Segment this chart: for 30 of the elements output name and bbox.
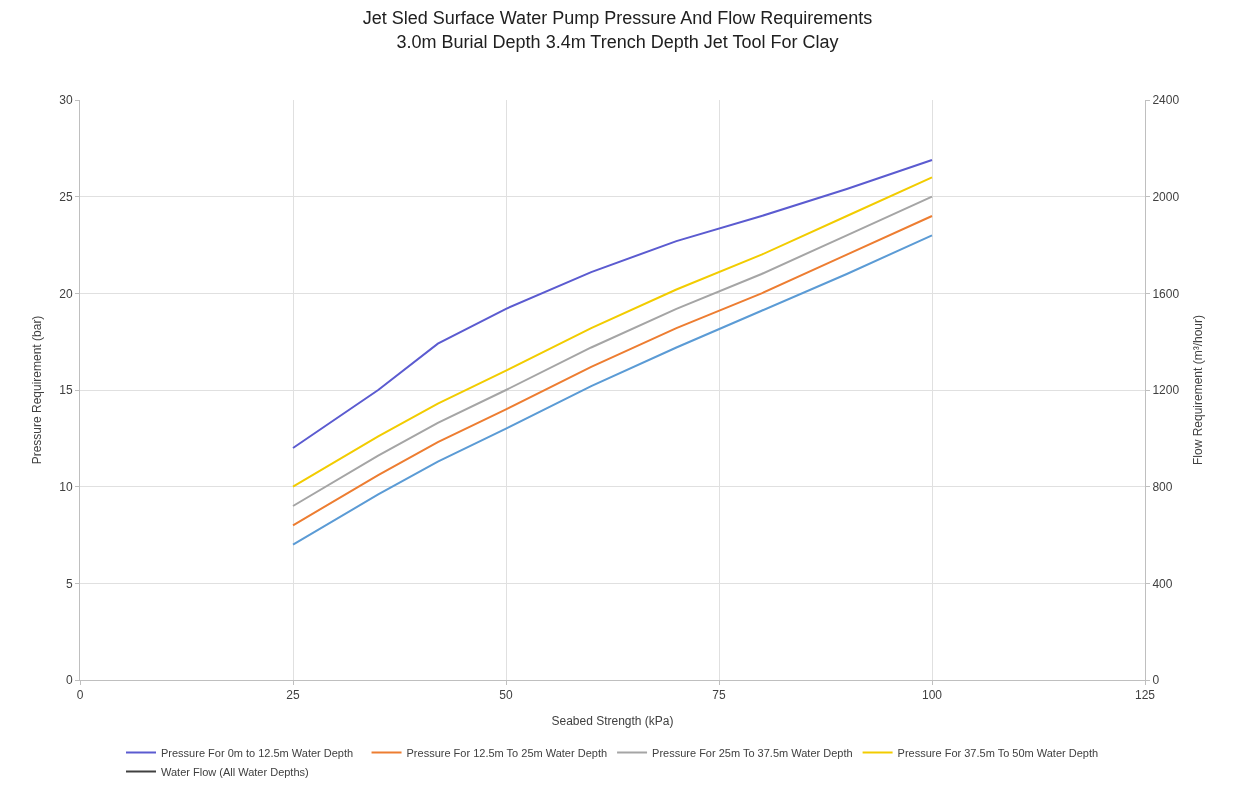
y-tick-label: 10 (59, 479, 73, 494)
y-tick-label: 5 (65, 576, 73, 591)
line-series (292, 158, 933, 449)
y-tick-label: 15 (59, 383, 73, 398)
y2-tick-label: 2400 (1152, 93, 1180, 108)
chart-title: Jet Sled Surface Water Pump Pressure And Flow Requirements 3.0m Burial Depth 3.4m Trench Depth Jet Tool For Clay (362, 8, 873, 52)
y2-tick-label: 1200 (1152, 383, 1180, 398)
y-tick-label: 20 (59, 286, 73, 301)
y-axis-title: Pressure Requirement (bar) (29, 315, 44, 465)
y-tick-label: 0 (65, 673, 73, 688)
y2-tick-label: 400 (1152, 576, 1173, 591)
x-tick-label: 50 (499, 688, 513, 703)
legend-label: Pressure For 25m To 37.5m Water Depth (652, 746, 853, 759)
legend-label: Pressure For 37.5m To 50m Water Depth (897, 746, 1099, 759)
x-tick-label: 25 (286, 688, 300, 703)
x-axis-title: Seabed Strength (kPa) (551, 714, 674, 729)
y-tick-label: 30 (59, 93, 73, 108)
y2-axis-title: Flow Requirement (m³/hour) (1191, 314, 1206, 466)
legend-label: Water Flow (All Water Depths) (161, 765, 309, 778)
x-tick-label: 125 (1134, 688, 1156, 703)
x-tick-label: 0 (76, 688, 84, 703)
y2-tick-label: 0 (1152, 673, 1160, 688)
y2-tick-label: 1600 (1152, 286, 1180, 301)
legend-label: Pressure For 0m to 12.5m Water Depth (161, 746, 354, 759)
x-tick-label: 75 (712, 688, 726, 703)
y2-tick-label: 2000 (1152, 189, 1180, 204)
x-tick-label: 100 (921, 688, 943, 703)
y-tick-label: 25 (59, 189, 73, 204)
legend-label: Pressure For 12.5m To 25m Water Depth (406, 746, 608, 759)
y2-tick-label: 800 (1152, 479, 1173, 494)
